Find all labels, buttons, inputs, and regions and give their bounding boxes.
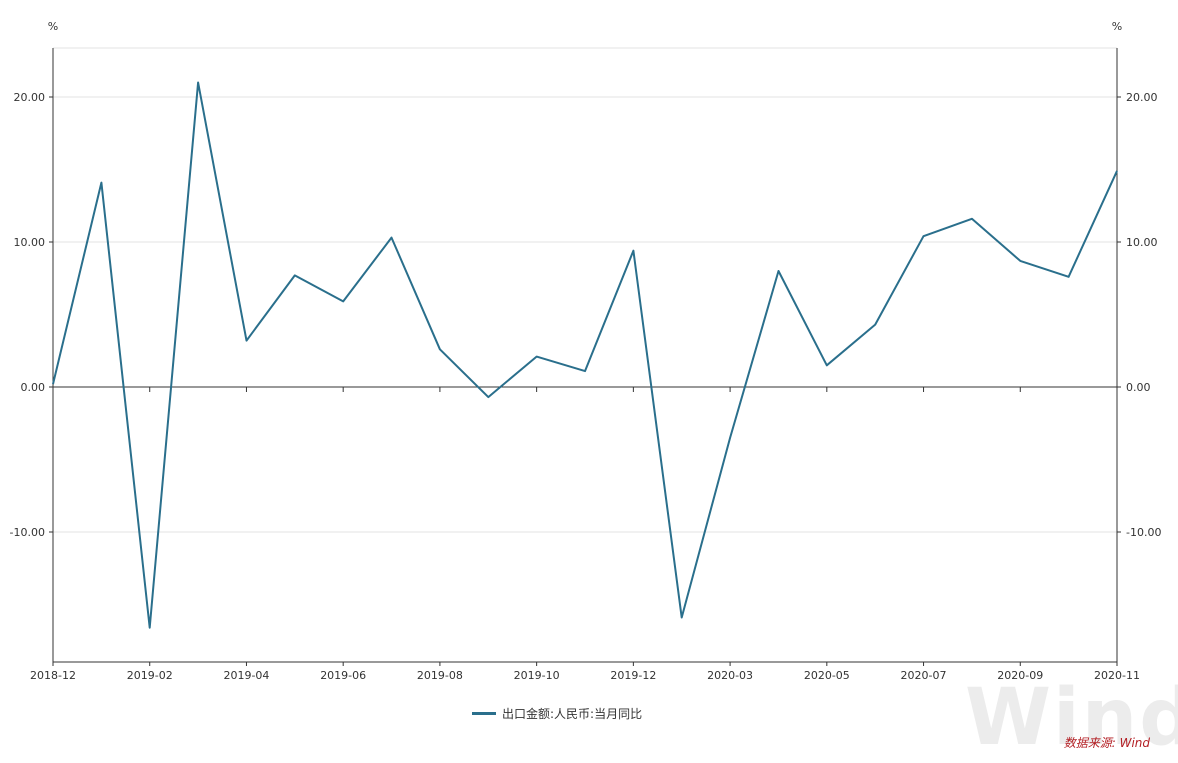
wind-watermark: Wind [965, 673, 1178, 763]
x-tick-label: 2020-11 [1094, 669, 1140, 682]
legend-swatch [472, 712, 496, 715]
y-tick-label-right: 0.00 [1126, 381, 1151, 394]
y-tick-label-left: 20.00 [14, 91, 46, 104]
y-tick-label-left: 10.00 [14, 236, 46, 249]
y-unit-right: % [1112, 20, 1122, 33]
y-tick-label-right: 10.00 [1126, 236, 1158, 249]
y-tick-label-left: -10.00 [10, 526, 45, 539]
x-tick-label: 2019-04 [223, 669, 269, 682]
y-tick-label-left: 0.00 [21, 381, 46, 394]
axes [49, 48, 1121, 666]
x-tick-label: 2018-12 [30, 669, 76, 682]
x-tick-label: 2019-06 [320, 669, 366, 682]
x-tick-label: 2020-03 [707, 669, 753, 682]
tick-labels: -10.00 -10.00 0.00 0.00 10.00 10.00 20.00 20.00… [10, 20, 1162, 682]
x-tick-label: 2020-05 [804, 669, 850, 682]
x-tick-label: 2019-10 [514, 669, 560, 682]
x-tick-label: 2020-09 [997, 669, 1043, 682]
x-tick-label: 2019-02 [127, 669, 173, 682]
x-tick-label: 2019-12 [610, 669, 656, 682]
x-tick-label: 2020-07 [901, 669, 947, 682]
legend-label: 出口金额:人民币:当月同比 [502, 707, 643, 721]
gridlines [53, 47, 1117, 533]
y-unit-left: % [48, 20, 58, 33]
y-tick-label-right: -10.00 [1126, 526, 1161, 539]
x-tick-label: 2019-08 [417, 669, 463, 682]
legend: 出口金额:人民币:当月同比 [472, 705, 642, 722]
series-lines [52, 81, 1118, 629]
y-tick-label-right: 20.00 [1126, 91, 1158, 104]
series-line [52, 81, 1118, 629]
source-note: 数据来源: Wind [1063, 736, 1150, 750]
